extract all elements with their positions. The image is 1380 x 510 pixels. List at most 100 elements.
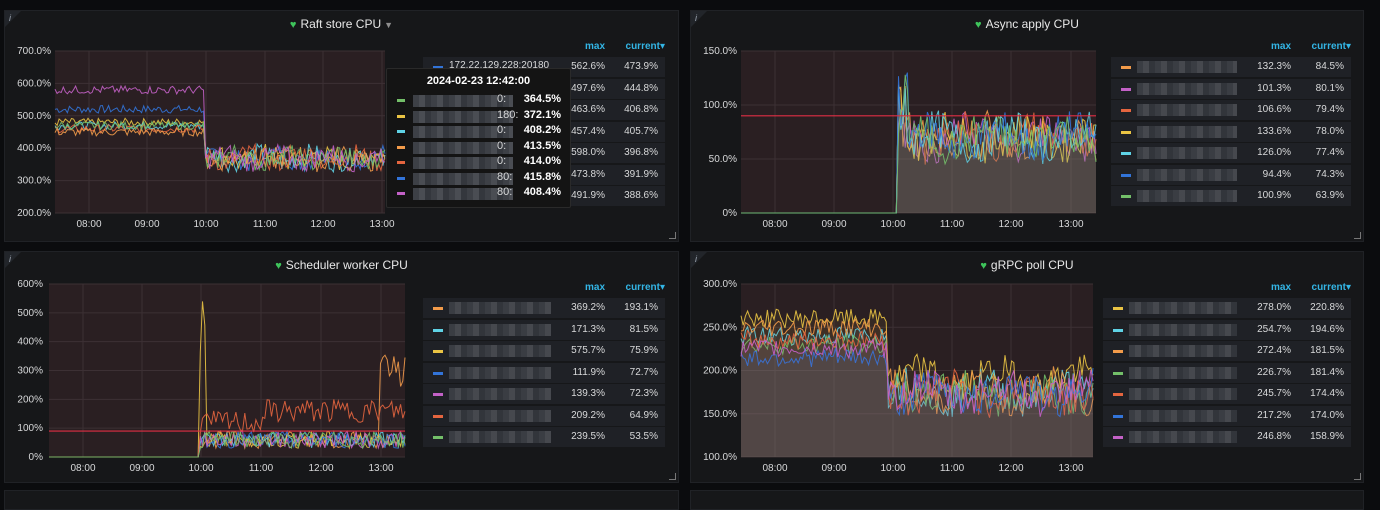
series-color-swatch[interactable] (433, 307, 443, 310)
legend-row[interactable]: 226.7% 181.4% (1103, 362, 1351, 383)
legend-row[interactable]: 171.3% 81.5% (423, 319, 665, 340)
series-max: 101.3% (1257, 82, 1291, 94)
resize-handle[interactable] (669, 473, 676, 480)
resize-handle[interactable] (1354, 232, 1361, 239)
legend-row[interactable]: 272.4% 181.5% (1103, 341, 1351, 361)
series-color-swatch[interactable] (1113, 350, 1123, 353)
series-color-swatch[interactable] (433, 436, 443, 439)
legend-row[interactable]: 246.8% 158.9% (1103, 427, 1351, 447)
panel-title[interactable]: ♥ Scheduler worker CPU (275, 258, 408, 272)
series-max: 226.7% (1257, 366, 1291, 378)
legend-row[interactable]: 94.4% 74.3% (1111, 164, 1351, 185)
x-tick-label: 08:00 (70, 463, 95, 474)
graph-grpc-poll-cpu[interactable]: 300.0% 250.0% 200.0% 150.0% 100.0% 08:00 09:00… (691, 276, 1111, 486)
legend-sort-max[interactable]: max (1270, 282, 1291, 293)
legend-row[interactable]: 239.5% 53.5% (423, 427, 665, 447)
legend-row[interactable]: 100.9% 63.9% (1111, 186, 1351, 206)
legend-row[interactable]: 369.2% 193.1% (423, 298, 665, 318)
info-icon[interactable]: i (9, 13, 11, 23)
x-tick-label: 10:00 (880, 219, 905, 230)
x-tick-label: 12:00 (998, 219, 1023, 230)
series-color-swatch[interactable] (1113, 307, 1123, 310)
series-color-swatch[interactable] (1113, 328, 1123, 332)
heart-icon: ♥ (975, 19, 982, 31)
x-tick-label: 11:00 (253, 219, 278, 230)
resize-handle[interactable] (669, 232, 676, 239)
panel-grpc-poll-cpu: i ♥ gRPC poll CPU 300.0% 250.0% 200.0% 150.0… (690, 251, 1364, 483)
legend-row[interactable]: 132.3% 84.5% (1111, 57, 1351, 77)
info-icon[interactable]: i (9, 254, 11, 264)
graph-raft-store-cpu[interactable]: 700.0% 600.0% 500.0% 400.0% 300.0% 200.0% 08:0… (5, 35, 425, 245)
series-color-swatch[interactable] (1113, 414, 1123, 418)
legend-row[interactable]: 278.0% 220.8% (1103, 298, 1351, 318)
graph-scheduler-worker-cpu[interactable]: 600% 500% 400% 300% 200% 100% 0% 08:00 09:00 10:0… (5, 276, 425, 486)
chevron-down-icon[interactable]: ▼ (384, 20, 394, 30)
series-color-swatch[interactable] (1121, 152, 1131, 155)
series-line (49, 429, 406, 458)
series-color-swatch[interactable] (433, 66, 443, 69)
series-color-swatch[interactable] (1121, 130, 1131, 134)
series-area (741, 72, 1096, 213)
x-tick-label: 09:00 (821, 219, 846, 230)
legend-sort-max[interactable]: max (584, 282, 605, 293)
heart-icon: ♥ (289, 19, 297, 31)
legend-row[interactable]: 209.2% 64.9% (423, 405, 665, 426)
y-tick-label: 250.0% (703, 322, 737, 333)
series-color-swatch (397, 176, 405, 180)
series-color-swatch[interactable] (1121, 195, 1131, 198)
series-color-swatch[interactable] (1121, 66, 1131, 69)
legend-row[interactable]: 126.0% 77.4% (1111, 143, 1351, 163)
tooltip-row: 180: 372.1% (393, 109, 565, 125)
info-icon[interactable]: i (695, 13, 697, 23)
series-color-swatch[interactable] (1121, 109, 1131, 112)
redacted-series-name (449, 431, 551, 443)
legend-row[interactable]: 217.2% 174.0% (1103, 405, 1351, 426)
series-max: 139.3% (571, 388, 605, 399)
resize-handle[interactable] (1354, 473, 1361, 480)
graph-async-apply-cpu[interactable]: 150.0% 100.0% 50.0% 0% 08:00 09:00 10:00 11:00 1… (691, 35, 1111, 245)
series-color-swatch[interactable] (1121, 87, 1131, 91)
series-color-swatch[interactable] (433, 414, 443, 418)
panel-title[interactable]: ♥ Raft store CPU ▼ (289, 17, 394, 31)
series-current: 174.0% (1310, 409, 1344, 421)
series-color-swatch[interactable] (1113, 371, 1123, 375)
legend-sort-current[interactable]: current▾ (1311, 41, 1351, 52)
tooltip-series-suffix: 80: (497, 170, 513, 183)
series-color-swatch[interactable] (1113, 436, 1123, 439)
series-color-swatch[interactable] (433, 393, 443, 396)
redacted-series-name (449, 345, 551, 357)
tooltip-row: 0: 408.2% (393, 124, 565, 140)
x-tick-label: 12:00 (308, 463, 333, 474)
series-color-swatch[interactable] (433, 371, 443, 375)
info-icon[interactable]: i (695, 254, 697, 264)
legend-row[interactable]: 101.3% 80.1% (1111, 78, 1351, 99)
series-max: 491.9% (571, 190, 605, 201)
redacted-series-name (1137, 190, 1237, 202)
panel-title[interactable]: ♥ Async apply CPU (975, 17, 1079, 31)
panel-raft-store-cpu: i ♥ Raft store CPU ▼ 700.0% 600.0% 500.0% 400… (4, 10, 679, 242)
legend-row[interactable]: 139.3% 72.3% (423, 384, 665, 404)
redacted-series-name (1129, 388, 1237, 400)
redacted-series-name (449, 302, 551, 314)
series-color-swatch[interactable] (433, 328, 443, 332)
legend-row[interactable]: 245.7% 174.4% (1103, 384, 1351, 404)
legend-row[interactable]: 575.7% 75.9% (423, 341, 665, 361)
legend-sort-current[interactable]: current▾ (1311, 282, 1351, 293)
legend-sort-max[interactable]: max (1270, 41, 1291, 52)
legend-row[interactable]: 133.6% 78.0% (1111, 121, 1351, 142)
legend-sort-current[interactable]: current▾ (625, 282, 665, 293)
legend-row[interactable]: 254.7% 194.6% (1103, 319, 1351, 340)
redacted-series-name (1129, 302, 1237, 314)
legend-row[interactable]: 111.9% 72.7% (423, 362, 665, 383)
redacted-series-name (1129, 323, 1237, 336)
series-color-swatch[interactable] (433, 350, 443, 353)
series-color-swatch[interactable] (1113, 393, 1123, 396)
legend-sort-current[interactable]: current▾ (625, 41, 665, 52)
legend-row[interactable]: 106.6% 79.4% (1111, 100, 1351, 120)
series-color-swatch[interactable] (1121, 173, 1131, 177)
legend-sort-max[interactable]: max (584, 41, 605, 52)
series-color-swatch (397, 145, 405, 149)
heart-icon: ♥ (980, 260, 987, 272)
panel-title[interactable]: ♥ gRPC poll CPU (980, 258, 1074, 272)
series-current: 63.9% (1315, 190, 1344, 201)
